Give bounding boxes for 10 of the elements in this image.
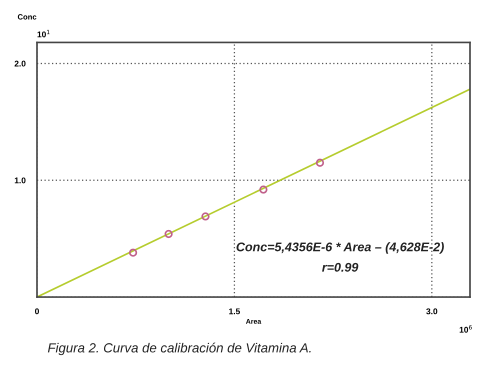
text: Figura 2. Curva de calibración de Vitamina A. xyxy=(48,342,311,356)
y-tick-label: 2.0 xyxy=(14,60,26,67)
y-tick-label: 1.0 xyxy=(14,177,26,184)
annotation: Conc=5,4356E-6 * Area – (4,628E-2) xyxy=(236,242,444,254)
text: 10$^{1}$ xyxy=(38,30,50,38)
annotation: r=0.99 xyxy=(322,262,358,272)
x-tick-label: 1.5 xyxy=(229,308,240,314)
x-tick-label: 3.0 xyxy=(426,308,438,314)
text: 10$^{6}$ xyxy=(460,325,472,333)
x-tick-label: 0 xyxy=(35,308,39,314)
